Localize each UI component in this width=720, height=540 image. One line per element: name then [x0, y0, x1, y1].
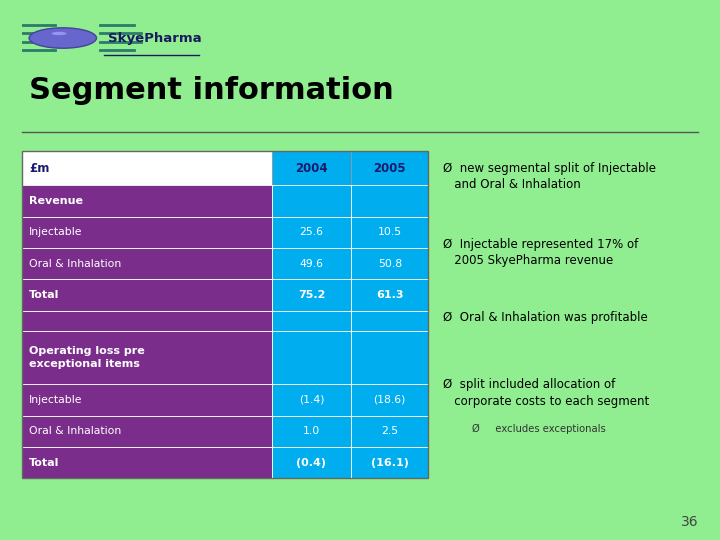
Text: 2004: 2004: [295, 161, 328, 175]
Text: (18.6): (18.6): [374, 395, 406, 405]
Bar: [22, 384, 271, 416]
Text: Oral & Inhalation: Oral & Inhalation: [29, 259, 121, 268]
Text: 25.6: 25.6: [300, 227, 323, 237]
Text: SkyePharma: SkyePharma: [108, 31, 202, 44]
Bar: [351, 384, 428, 416]
Text: (0.4): (0.4): [297, 457, 326, 468]
Bar: [271, 217, 351, 248]
Bar: [22, 279, 271, 310]
Bar: [271, 384, 351, 416]
Bar: [351, 310, 428, 331]
Bar: [22, 151, 428, 185]
Bar: [271, 447, 351, 478]
Text: Injectable: Injectable: [29, 227, 82, 237]
Bar: [271, 248, 351, 279]
Circle shape: [29, 28, 96, 48]
Bar: [351, 217, 428, 248]
Text: Revenue: Revenue: [29, 196, 83, 206]
Text: Ø  split included allocation of
   corporate costs to each segment: Ø split included allocation of corporate…: [443, 378, 649, 408]
Text: Ø  Oral & Inhalation was profitable: Ø Oral & Inhalation was profitable: [443, 310, 647, 323]
Bar: [22, 248, 271, 279]
Text: £m: £m: [29, 161, 49, 175]
Bar: [271, 331, 351, 384]
Text: Total: Total: [29, 457, 59, 468]
Bar: [271, 416, 351, 447]
Bar: [22, 416, 271, 447]
Bar: [22, 151, 271, 185]
Text: Segment information: Segment information: [29, 76, 394, 105]
Bar: [351, 248, 428, 279]
Bar: [351, 185, 428, 217]
Text: Ø     excludes exceptionals: Ø excludes exceptionals: [472, 424, 606, 434]
Bar: [351, 151, 428, 185]
Text: Operating loss pre
exceptional items: Operating loss pre exceptional items: [29, 347, 145, 369]
Text: 61.3: 61.3: [376, 290, 403, 300]
Bar: [351, 416, 428, 447]
Text: (1.4): (1.4): [299, 395, 324, 405]
Text: 1.0: 1.0: [303, 426, 320, 436]
Bar: [271, 185, 351, 217]
Text: 10.5: 10.5: [378, 227, 402, 237]
Text: 2005: 2005: [374, 161, 406, 175]
Bar: [351, 279, 428, 310]
Text: 49.6: 49.6: [300, 259, 323, 268]
Bar: [271, 279, 351, 310]
Bar: [22, 151, 428, 478]
Bar: [22, 331, 271, 384]
Bar: [22, 447, 271, 478]
Text: Injectable: Injectable: [29, 395, 82, 405]
Bar: [22, 310, 271, 331]
Text: 36: 36: [681, 515, 698, 529]
Text: 50.8: 50.8: [378, 259, 402, 268]
Text: 75.2: 75.2: [298, 290, 325, 300]
Bar: [271, 310, 351, 331]
Text: (16.1): (16.1): [371, 457, 409, 468]
Text: 2.5: 2.5: [381, 426, 398, 436]
Ellipse shape: [52, 32, 66, 35]
Text: Total: Total: [29, 290, 59, 300]
Bar: [22, 185, 271, 217]
Bar: [351, 447, 428, 478]
Text: Ø  Injectable represented 17% of
   2005 SkyePharma revenue: Ø Injectable represented 17% of 2005 Sky…: [443, 238, 638, 267]
Bar: [271, 151, 351, 185]
Bar: [351, 331, 428, 384]
Text: Oral & Inhalation: Oral & Inhalation: [29, 426, 121, 436]
Text: Ø  new segmental split of Injectable
   and Oral & Inhalation: Ø new segmental split of Injectable and …: [443, 162, 656, 192]
Bar: [22, 217, 271, 248]
